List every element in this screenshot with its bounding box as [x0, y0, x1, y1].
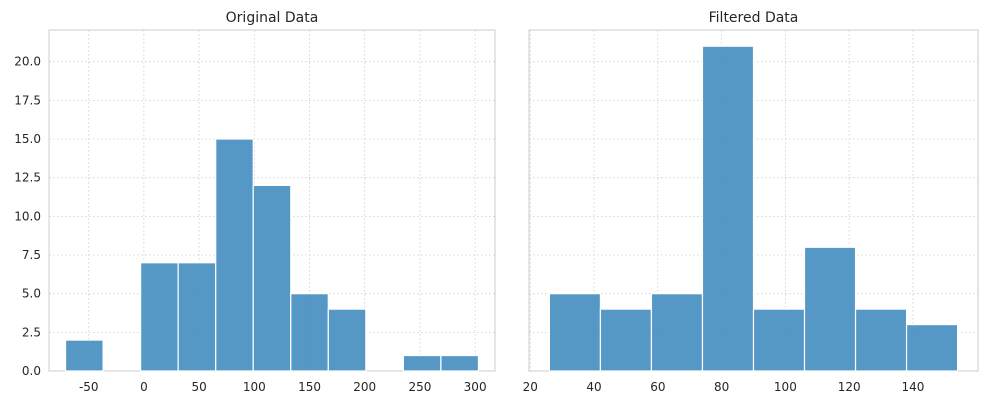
filtered-data-bar [854, 308, 908, 372]
filtered-data-bar [701, 45, 755, 372]
original-data-y-tick-label: 0.0 [22, 364, 41, 378]
original-data-x-tick-label: 0 [140, 380, 148, 394]
original-data-y-tick-label: 2.5 [22, 325, 41, 339]
original-data-y-tick-label: 17.5 [14, 93, 41, 107]
filtered-data-x-tick-label: 140 [901, 380, 924, 394]
filtered-data-bar [548, 293, 602, 372]
filtered-data-bar [803, 246, 857, 372]
original-data-x-ticks: -50 0 50 100 150 200 250 300 [79, 380, 487, 394]
original-data-bar [440, 354, 480, 372]
original-data-bar [64, 339, 104, 372]
original-data-y-tick-label: 5.0 [22, 287, 41, 301]
original-data-bar [140, 262, 179, 372]
filtered-data-x-tick-label: 60 [650, 380, 665, 394]
filtered-data-bars [548, 45, 959, 372]
original-data-x-tick-label: -50 [79, 380, 99, 394]
filtered-data-bar [650, 293, 704, 372]
filtered-data-x-tick-label: 40 [586, 380, 601, 394]
original-data-x-tick-label: 200 [353, 380, 376, 394]
original-data-bar [177, 262, 217, 372]
filtered-data-x-tick-label: 120 [838, 380, 861, 394]
original-data-x-tick-label: 100 [243, 380, 266, 394]
original-data-x-tick-label: 300 [464, 380, 487, 394]
original-data-y-ticks: 0.0 2.5 5.0 7.5 10.0 12.5 15.0 17.5 20.0 [14, 55, 41, 378]
original-data-bars [64, 138, 480, 372]
filtered-data-x-tick-label: 100 [774, 380, 797, 394]
original-data-bar [252, 184, 292, 372]
original-data-x-tick-label: 250 [408, 380, 431, 394]
filtered-data-panel: 20 40 60 80 100 120 140 Filtered Data [523, 10, 979, 394]
original-data-y-tick-label: 15.0 [14, 132, 41, 146]
original-data-bar [402, 354, 442, 372]
filtered-data-title: Filtered Data [709, 10, 799, 26]
original-data-bar [327, 308, 367, 372]
filtered-data-x-tick-label: 80 [714, 380, 729, 394]
filtered-data-bar [599, 308, 653, 372]
original-data-y-tick-label: 10.0 [14, 209, 41, 223]
filtered-data-x-ticks: 20 40 60 80 100 120 140 [523, 380, 925, 394]
original-data-y-tick-label: 12.5 [14, 171, 41, 185]
original-data-panel: -50 0 50 100 150 200 250 300 0.0 2.5 5.0 7.5 10.0 12… [14, 10, 496, 394]
original-data-x-tick-label: 150 [298, 380, 321, 394]
filtered-data-x-tick-label: 20 [523, 380, 538, 394]
original-data-title: Original Data [226, 10, 319, 26]
original-data-bar [215, 138, 254, 372]
original-data-x-tick-label: 50 [191, 380, 206, 394]
filtered-data-bar [752, 308, 806, 372]
original-data-bar [290, 293, 329, 372]
original-data-y-tick-label: 7.5 [22, 248, 41, 262]
filtered-data-bar [905, 324, 959, 372]
original-data-y-tick-label: 20.0 [14, 55, 41, 69]
